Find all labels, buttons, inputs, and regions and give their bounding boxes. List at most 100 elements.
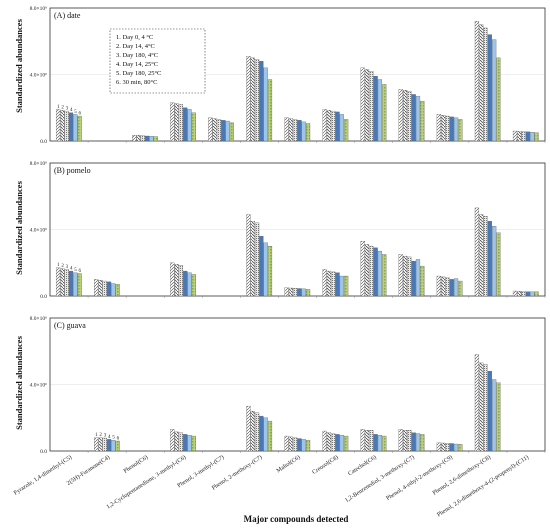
bar <box>225 120 230 142</box>
bar <box>293 119 298 142</box>
bar <box>250 57 255 142</box>
bar <box>525 131 531 142</box>
bar <box>344 435 349 452</box>
category-label: Maltol(C6) <box>275 454 301 475</box>
bar <box>373 247 378 297</box>
bar <box>263 242 268 297</box>
bar <box>140 135 145 142</box>
bar <box>521 291 526 297</box>
bar <box>479 214 484 297</box>
bar <box>331 433 336 452</box>
bar-number-label: 5 <box>74 268 77 273</box>
bar <box>360 67 365 142</box>
bar <box>525 291 531 297</box>
bar <box>364 69 370 142</box>
bar <box>229 122 234 142</box>
bar <box>441 276 446 297</box>
legend-entry: 2. Day 14, 4°C <box>116 43 155 50</box>
bar <box>98 437 103 452</box>
bar <box>259 415 264 452</box>
bar <box>530 132 535 142</box>
bar <box>407 90 412 142</box>
bar <box>183 107 188 142</box>
x-axis-title: Major compounds detected <box>244 514 349 524</box>
bar <box>483 216 488 297</box>
bar <box>115 284 120 297</box>
bar <box>178 265 184 297</box>
bar <box>145 135 150 142</box>
bar <box>301 121 306 142</box>
bar <box>402 90 408 142</box>
y-tick-label: 8.0×10⁶ <box>30 6 47 12</box>
bar <box>445 443 450 452</box>
bar <box>293 288 298 297</box>
bar <box>174 103 179 142</box>
bar <box>344 119 349 142</box>
legend: 1. Day 0, 4 °C 2. Day 14, 4°C 3. Day 180… <box>109 28 206 94</box>
bar <box>402 430 408 452</box>
bar <box>288 287 293 297</box>
bar <box>55 267 61 297</box>
bar <box>115 440 120 452</box>
bar <box>322 269 327 297</box>
bar <box>483 27 488 142</box>
bar <box>191 274 196 297</box>
bar <box>331 110 336 142</box>
bar <box>458 444 463 452</box>
bar <box>250 221 255 297</box>
bar <box>305 123 311 142</box>
bar <box>259 235 264 297</box>
bar <box>449 443 454 452</box>
bar-number-label: 2 <box>99 433 102 438</box>
bar <box>73 272 78 297</box>
bar <box>326 270 332 297</box>
bar <box>492 39 497 142</box>
bar <box>398 254 403 297</box>
bar <box>174 431 179 452</box>
bar <box>377 435 383 452</box>
bar <box>369 245 374 297</box>
bar <box>335 434 340 452</box>
bar <box>487 371 492 452</box>
bar <box>407 256 412 297</box>
bar <box>474 21 480 142</box>
category-label: Phenol(C6) <box>122 454 149 475</box>
bar <box>373 76 378 142</box>
bar <box>398 429 403 452</box>
bar <box>487 34 492 142</box>
bar <box>149 136 154 142</box>
bar <box>111 440 116 452</box>
bar <box>267 420 273 452</box>
y-tick-label: 0.0 <box>40 449 47 455</box>
bar <box>259 61 264 142</box>
bar <box>60 110 65 142</box>
bar <box>68 112 74 142</box>
bar <box>187 272 192 297</box>
panel-label: (B) pomelo <box>54 166 91 175</box>
bar <box>77 115 82 142</box>
bar <box>344 275 349 297</box>
bar <box>360 240 365 297</box>
bar <box>441 115 446 142</box>
bar <box>445 115 450 142</box>
bar <box>284 117 289 142</box>
bar <box>458 280 463 297</box>
bar <box>55 109 61 142</box>
legend-entry: 1. Day 0, 4 °C <box>116 34 153 41</box>
bar <box>187 435 192 452</box>
bar <box>187 109 192 142</box>
y-tick-label: 0.0 <box>40 294 47 300</box>
bar <box>530 291 535 297</box>
bar <box>94 437 99 452</box>
bar-number-label: 6 <box>117 437 120 442</box>
bar <box>335 111 340 142</box>
bar <box>445 277 450 297</box>
bar <box>382 435 387 452</box>
bar-number-label: 1 <box>57 263 60 268</box>
bar <box>441 442 446 452</box>
bar <box>369 430 374 452</box>
bar-number-label: 1 <box>57 105 60 110</box>
bar <box>420 100 425 142</box>
bar-number-label: 6 <box>79 112 82 117</box>
bar <box>170 262 175 297</box>
